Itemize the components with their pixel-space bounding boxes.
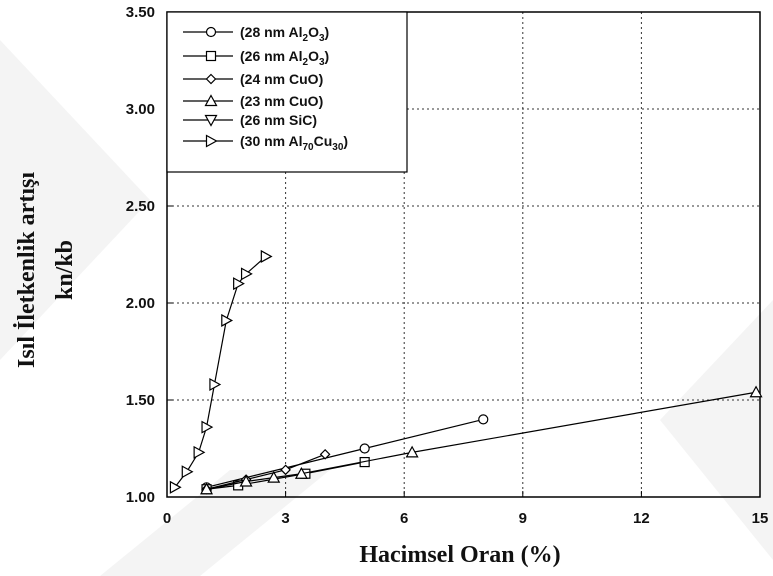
y-tick-label: 2.00: [126, 295, 155, 312]
data-point: [294, 466, 308, 479]
legend-text: (26 nm Al: [240, 48, 303, 64]
legend-subscript: 3: [319, 57, 325, 68]
legend: (28 nm Al2O3)(26 nm Al2O3)(24 nm CuO)(23…: [166, 11, 408, 173]
legend-entry: (24 nm CuO): [183, 71, 323, 87]
x-tick-label: 9: [519, 510, 527, 527]
axes: 0 3 6 9 12 15 1.00 1.50 2.00 2.50 3.00 3.50: [126, 4, 769, 527]
data-point: [240, 267, 253, 281]
y-axis-title-line1: Isıl İletkenlik artışı: [14, 172, 40, 368]
legend-entry: (26 nm SiC): [183, 112, 317, 128]
x-tick-label: 15: [752, 510, 769, 527]
series-line: [206, 453, 326, 490]
legend-text: O: [308, 24, 319, 40]
y-tick-label: 1.50: [126, 392, 155, 409]
y-tick-label: 3.00: [126, 101, 155, 118]
data-point: [405, 445, 419, 458]
legend-marker: [204, 94, 218, 107]
watermark-right-shape: [660, 300, 773, 560]
y-axis-ticks: 1.00 1.50 2.00 2.50 3.00 3.50: [126, 4, 173, 506]
legend-subscript: 70: [303, 142, 315, 153]
legend-text: ): [343, 133, 348, 149]
y-tick-label: 1.00: [126, 489, 155, 506]
data-point: [200, 482, 214, 495]
data-point: [280, 464, 291, 476]
x-axis-title: Hacimsel Oran (%): [359, 542, 560, 568]
data-point: [221, 313, 234, 327]
legend-text: (24 nm CuO): [240, 71, 323, 87]
legend-marker: [205, 26, 217, 38]
legend-label: (28 nm Al2O3): [240, 24, 329, 44]
legend-text: Cu: [314, 133, 333, 149]
x-tick-label: 6: [400, 510, 408, 527]
legend-text: ): [325, 24, 330, 40]
legend-subscript: 2: [303, 57, 309, 68]
data-point: [181, 465, 194, 479]
data-point: [478, 414, 489, 425]
legend-marker: [204, 114, 218, 127]
legend-marker: [205, 50, 217, 62]
legend-label: (23 nm CuO): [240, 93, 323, 109]
legend-entry: (30 nm Al70Cu30): [183, 133, 348, 153]
legend-text: ): [325, 48, 330, 64]
legend-entry: (28 nm Al2O3): [183, 24, 329, 44]
series-3: [200, 385, 763, 495]
data-point: [209, 377, 222, 391]
legend-subscript: 30: [332, 142, 344, 153]
y-tick-label: 3.50: [126, 4, 155, 21]
data-point: [201, 420, 214, 434]
y-tick-label: 2.50: [126, 198, 155, 215]
legend-label: (26 nm SiC): [240, 112, 317, 128]
legend-entry: (23 nm CuO): [183, 93, 323, 109]
x-tick-label: 0: [163, 510, 171, 527]
series-5: [169, 249, 273, 494]
watermark-left-shape: [0, 40, 150, 360]
data-point: [260, 249, 273, 263]
legend-label: (24 nm CuO): [240, 71, 323, 87]
legend-subscript: 2: [303, 33, 309, 44]
series-layer: [169, 249, 763, 495]
legend-label: (26 nm Al2O3): [240, 48, 329, 68]
x-axis-ticks: 0 3 6 9 12 15: [163, 491, 769, 527]
data-point: [239, 474, 253, 487]
legend-text: (28 nm Al: [240, 24, 303, 40]
x-tick-label: 3: [281, 510, 289, 527]
legend-entry: (26 nm Al2O3): [183, 48, 329, 68]
y-axis-title-line2: kn/kb: [52, 240, 78, 300]
data-point: [233, 277, 245, 291]
data-point: [267, 470, 281, 483]
legend-marker: [205, 134, 218, 148]
legend-label: (30 nm Al70Cu30): [240, 133, 348, 153]
data-point: [749, 385, 763, 398]
series-line: [206, 391, 757, 490]
legend-text: (26 nm SiC): [240, 112, 317, 128]
x-tick-label: 12: [633, 510, 650, 527]
legend-marker: [205, 73, 217, 85]
data-point: [169, 480, 182, 494]
data-point: [193, 445, 206, 459]
series-line: [174, 255, 267, 488]
data-point: [359, 443, 370, 454]
legend-text: (30 nm Al: [240, 133, 303, 149]
data-point: [319, 448, 331, 460]
legend-text: O: [308, 48, 319, 64]
legend-text: (23 nm CuO): [240, 93, 323, 109]
legend-subscript: 3: [319, 33, 325, 44]
plot-frame: [166, 11, 761, 498]
